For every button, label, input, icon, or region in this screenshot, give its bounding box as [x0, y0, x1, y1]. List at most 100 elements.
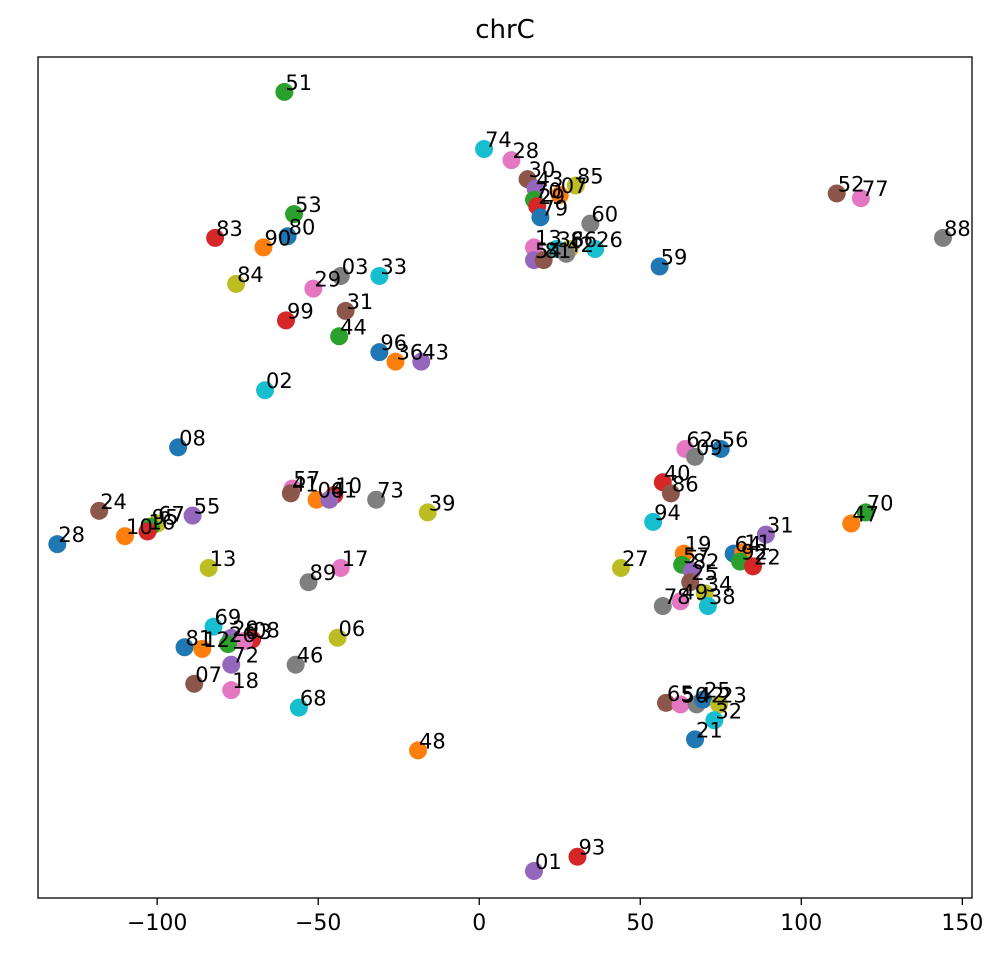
data-point: [320, 490, 339, 509]
data-point: [657, 693, 676, 712]
data-point: [222, 681, 241, 700]
data-point: [386, 352, 405, 371]
data-point: [842, 514, 861, 533]
data-point: [206, 228, 225, 247]
data-point-label: 29: [538, 185, 565, 209]
x-tick-label: 0: [472, 911, 486, 936]
data-point-label: 43: [422, 341, 449, 365]
data-point-label: 34: [706, 572, 733, 596]
data-point: [219, 635, 238, 654]
data-point-label: 16: [149, 510, 176, 534]
data-point-label: 62: [686, 428, 713, 452]
data-point: [254, 238, 273, 257]
data-point-label: 96: [380, 331, 407, 355]
data-point-label: 25: [691, 561, 718, 585]
data-point: [328, 628, 347, 647]
data-point: [653, 597, 672, 616]
data-point: [418, 503, 437, 522]
data-point-label: 99: [287, 299, 314, 323]
data-point-label: 83: [216, 217, 243, 241]
data-point: [705, 711, 724, 730]
data-point: [281, 484, 300, 503]
chart-title: chrC: [475, 15, 535, 45]
data-point-label: 06: [339, 617, 366, 641]
data-point: [524, 238, 543, 257]
data-point-label: 74: [485, 128, 512, 152]
data-point: [531, 208, 550, 227]
data-point-label: 08: [179, 426, 206, 450]
data-point: [409, 741, 428, 760]
data-point: [307, 490, 326, 509]
data-point-label: 70: [535, 179, 562, 203]
data-point-label: 81: [545, 239, 572, 263]
data-point-label: 51: [285, 71, 312, 95]
data-point: [856, 503, 875, 522]
data-point: [183, 506, 202, 525]
x-tick-label: 50: [626, 911, 654, 936]
x-tick-label: 100: [780, 911, 822, 936]
data-point: [586, 240, 605, 259]
data-point: [694, 690, 713, 709]
data-point-label: 31: [347, 290, 374, 314]
data-point: [661, 484, 680, 503]
data-point-label: 70: [867, 491, 894, 515]
data-point-label: 40: [664, 461, 691, 485]
data-point: [336, 301, 355, 320]
data-point: [193, 639, 212, 658]
data-point-label: 03: [342, 255, 369, 279]
data-point-label: 86: [570, 228, 597, 252]
data-point-label: 56: [722, 428, 749, 452]
data-point-label: 29: [232, 617, 259, 641]
data-point: [851, 189, 870, 208]
data-point-label: 55: [194, 495, 221, 519]
data-point-label: 84: [237, 263, 264, 287]
data-point: [370, 343, 389, 362]
data-point: [698, 597, 717, 616]
data-point-label: 07: [561, 174, 588, 198]
data-point-label: 26: [596, 228, 623, 252]
data-point-label: 77: [862, 177, 889, 201]
data-point-label: 01: [535, 850, 562, 874]
data-point: [286, 655, 305, 674]
data-point: [502, 151, 521, 170]
data-point-label: 41: [292, 472, 319, 496]
data-point-label: 86: [672, 472, 699, 496]
data-point: [330, 327, 349, 346]
data-point: [710, 695, 729, 714]
data-point: [169, 438, 188, 457]
data-point-label: 73: [377, 479, 404, 503]
data-point: [222, 655, 241, 674]
data-point: [227, 274, 246, 293]
data-point-label: 47: [852, 503, 879, 527]
data-point-label: 08: [253, 618, 280, 642]
data-point-label: 95: [152, 506, 179, 530]
data-point-label: 78: [664, 585, 691, 609]
data-point-label: 49: [682, 580, 709, 604]
data-point: [367, 490, 386, 509]
data-point: [686, 730, 705, 749]
data-point-label: 88: [944, 217, 971, 241]
data-point: [743, 557, 762, 576]
data-point-label: 42: [567, 233, 594, 257]
data-point: [138, 522, 157, 541]
data-point-label: 27: [622, 547, 649, 571]
data-point: [276, 311, 295, 330]
data-point-label: 29: [314, 268, 341, 292]
data-point: [331, 266, 350, 285]
x-tick-label: 150: [941, 911, 983, 936]
data-point-label: 59: [661, 245, 688, 269]
data-point: [524, 862, 543, 881]
data-point: [299, 573, 318, 592]
data-point-label: 04: [318, 479, 345, 503]
data-point: [581, 214, 600, 233]
data-point: [650, 257, 669, 276]
data-point-label: 19: [685, 533, 712, 557]
data-point-label: 10: [335, 474, 362, 498]
data-point-label: 46: [297, 644, 324, 668]
data-point-label: 13: [535, 226, 562, 250]
data-point-label: 38: [709, 585, 736, 609]
data-point: [199, 558, 218, 577]
